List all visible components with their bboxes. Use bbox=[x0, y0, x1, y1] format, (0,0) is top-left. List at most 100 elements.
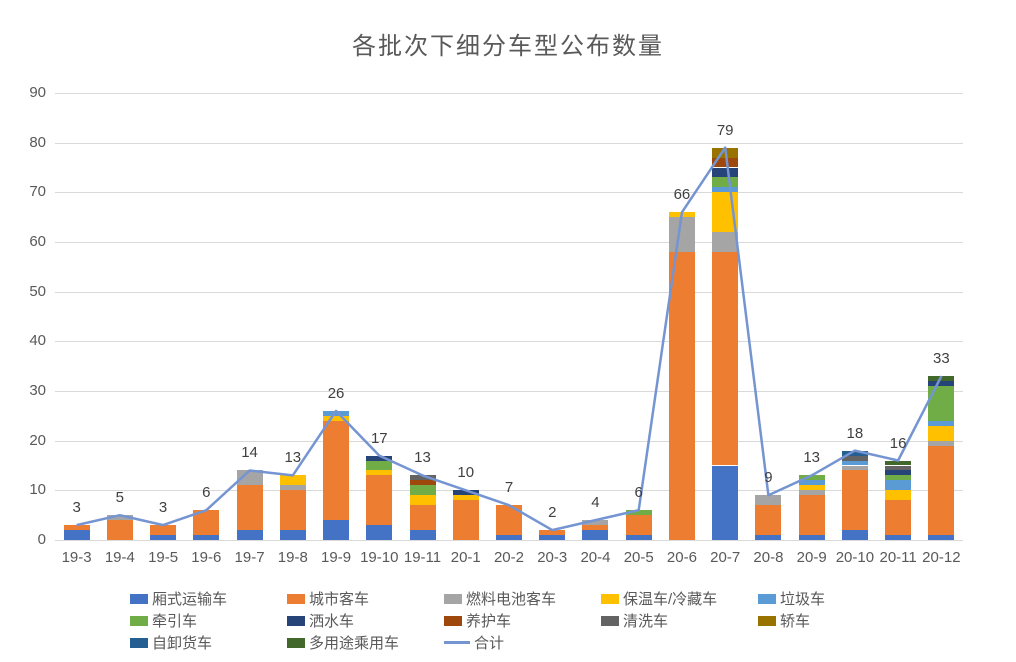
bar-segment-养护车 bbox=[409, 480, 436, 486]
bar-segment-保温车/冷藏车 bbox=[798, 485, 825, 491]
total-data-label: 33 bbox=[933, 350, 950, 368]
total-data-label: 13 bbox=[803, 449, 820, 467]
y-gridline bbox=[55, 292, 963, 293]
bar-segment-城市客车 bbox=[668, 251, 695, 540]
y-axis-label: 50 bbox=[29, 282, 46, 300]
legend-item-清洗车: 清洗车 bbox=[601, 611, 758, 630]
legend-item-轿车: 轿车 bbox=[758, 611, 915, 630]
bar-segment-自卸货车 bbox=[841, 450, 868, 456]
legend-label: 城市客车 bbox=[309, 591, 370, 608]
bar-segment-城市客车 bbox=[366, 475, 393, 526]
y-gridline bbox=[55, 391, 963, 392]
bar-segment-保温车/冷藏车 bbox=[409, 495, 436, 506]
y-axis-label: 40 bbox=[29, 332, 46, 350]
bar-segment-保温车/冷藏车 bbox=[366, 470, 393, 476]
legend-item-厢式运输车: 厢式运输车 bbox=[130, 589, 287, 608]
legend-color-swatch bbox=[758, 615, 776, 626]
total-data-label: 18 bbox=[846, 424, 864, 442]
legend-color-swatch bbox=[287, 637, 305, 648]
bar-segment-牵引车 bbox=[885, 475, 912, 481]
legend-label: 轿车 bbox=[780, 613, 811, 630]
bar-segment-洒水车 bbox=[928, 381, 955, 387]
bar-segment-保温车/冷藏车 bbox=[323, 415, 350, 421]
x-axis-label: 20-11 bbox=[879, 549, 917, 566]
legend-color-swatch bbox=[130, 615, 148, 626]
y-axis-label: 0 bbox=[37, 531, 46, 548]
bar-segment-洒水车 bbox=[712, 167, 739, 178]
legend-label: 厢式运输车 bbox=[152, 591, 228, 608]
x-axis-label: 19-5 bbox=[148, 549, 179, 566]
bar-segment-城市客车 bbox=[885, 500, 912, 536]
bar-segment-保温车/冷藏车 bbox=[668, 212, 695, 218]
bar-segment-厢式运输车 bbox=[279, 530, 306, 540]
bar-segment-厢式运输车 bbox=[236, 530, 263, 540]
legend-label: 洒水车 bbox=[309, 613, 355, 630]
bar-segment-厢式运输车 bbox=[366, 525, 393, 540]
bar-segment-厢式运输车 bbox=[539, 535, 566, 540]
bar-segment-城市客车 bbox=[841, 470, 868, 531]
y-gridline bbox=[55, 143, 963, 144]
legend-label: 保温车/冷藏车 bbox=[623, 591, 718, 608]
y-gridline bbox=[55, 441, 963, 442]
bar-segment-厢式运输车 bbox=[885, 535, 912, 540]
bar-segment-保温车/冷藏车 bbox=[452, 495, 479, 501]
total-data-label: 66 bbox=[673, 186, 691, 204]
total-line bbox=[76, 146, 943, 532]
bar-segment-燃料电池客车 bbox=[841, 465, 868, 471]
legend-label: 清洗车 bbox=[623, 613, 669, 630]
bar-segment-燃料电池客车 bbox=[106, 515, 133, 521]
bar-segment-多用途乘用车 bbox=[928, 376, 955, 382]
bar-segment-厢式运输车 bbox=[928, 535, 955, 540]
bar-segment-牵引车 bbox=[409, 485, 436, 496]
y-axis-label: 90 bbox=[29, 84, 46, 101]
total-data-label: 5 bbox=[115, 489, 125, 507]
total-data-label: 17 bbox=[370, 429, 388, 447]
bar-segment-城市客车 bbox=[712, 251, 739, 466]
x-axis-label: 20-1 bbox=[450, 549, 481, 566]
bar-segment-城市客车 bbox=[323, 420, 350, 521]
legend-color-swatch bbox=[287, 615, 305, 626]
total-data-label: 6 bbox=[634, 484, 643, 502]
bar-segment-厢式运输车 bbox=[582, 530, 609, 540]
y-axis-label: 80 bbox=[29, 133, 46, 151]
bar-segment-厢式运输车 bbox=[755, 535, 782, 540]
legend-label: 合计 bbox=[474, 635, 505, 652]
y-axis-label: 60 bbox=[29, 233, 46, 250]
bar-segment-洒水车 bbox=[885, 470, 912, 476]
y-axis-label: 70 bbox=[29, 183, 46, 201]
x-axis-label: 19-6 bbox=[191, 549, 222, 566]
x-axis-label: 19-10 bbox=[360, 549, 399, 566]
legend-label: 垃圾车 bbox=[780, 591, 826, 608]
bar-segment-厢式运输车 bbox=[496, 535, 522, 540]
bar-segment-牵引车 bbox=[366, 460, 393, 471]
x-axis-label: 19-9 bbox=[321, 549, 352, 566]
x-axis-label: 19-4 bbox=[104, 549, 135, 566]
legend-label: 自卸货车 bbox=[152, 635, 213, 652]
total-data-label: 3 bbox=[158, 499, 168, 517]
legend-item-燃料电池客车: 燃料电池客车 bbox=[444, 589, 601, 608]
bar-segment-厢式运输车 bbox=[323, 520, 350, 540]
bar-segment-城市客车 bbox=[582, 525, 609, 531]
bar-segment-轿车 bbox=[712, 147, 739, 158]
x-axis-label: 20-9 bbox=[796, 549, 827, 566]
total-data-label: 26 bbox=[327, 384, 345, 402]
bar-segment-牵引车 bbox=[798, 475, 825, 481]
bar-segment-城市客车 bbox=[496, 505, 522, 536]
total-data-label: 79 bbox=[716, 121, 734, 139]
bar-segment-厢式运输车 bbox=[625, 535, 652, 540]
bar-segment-保温车/冷藏车 bbox=[885, 490, 912, 501]
total-data-label: 4 bbox=[591, 494, 600, 512]
bar-segment-洒水车 bbox=[452, 490, 479, 496]
bar-segment-垃圾车 bbox=[928, 420, 955, 426]
y-gridline bbox=[55, 192, 963, 193]
bar-segment-城市客车 bbox=[106, 520, 133, 540]
x-axis-label: 19-8 bbox=[277, 549, 308, 566]
x-axis-label: 20-7 bbox=[710, 549, 741, 566]
legend: 厢式运输车 城市客车 燃料电池客车 保温车/冷藏车 垃圾车 牵引车 洒水车 养护车 清洗车 轿车自… bbox=[130, 589, 915, 652]
bar-segment-城市客车 bbox=[625, 515, 652, 536]
bar-segment-燃料电池客车 bbox=[582, 520, 609, 526]
bar-segment-城市客车 bbox=[409, 505, 436, 531]
total-data-label: 2 bbox=[548, 504, 557, 522]
x-axis-label: 19-3 bbox=[61, 549, 92, 566]
bar-segment-城市客车 bbox=[452, 500, 479, 540]
